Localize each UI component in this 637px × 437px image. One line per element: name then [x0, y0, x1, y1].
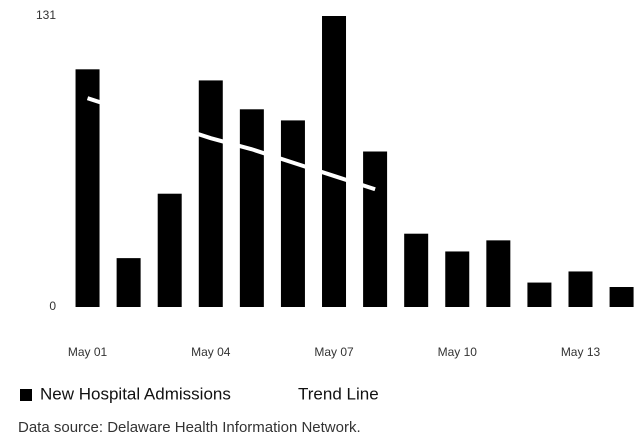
trend-line — [86, 96, 376, 192]
legend-swatch — [20, 389, 32, 401]
bar — [363, 151, 388, 307]
source-note: Data source: Delaware Health Information… — [18, 419, 361, 436]
bar — [568, 271, 593, 307]
x-tick-label: May 07 — [314, 345, 354, 359]
x-tick-label: May 01 — [68, 345, 108, 359]
bar — [116, 258, 141, 307]
bar — [280, 120, 305, 308]
bar — [486, 240, 511, 307]
y-tick-label: 0 — [49, 299, 56, 313]
bar — [527, 282, 552, 307]
bar — [404, 233, 429, 307]
x-tick-label: May 04 — [191, 345, 231, 359]
x-tick-label: May 13 — [561, 345, 601, 359]
legend-label: Trend Line — [298, 384, 379, 403]
bar — [609, 287, 634, 307]
legend-label: New Hospital Admissions — [40, 384, 231, 403]
y-tick-label: 131 — [36, 8, 56, 22]
bar — [239, 109, 264, 308]
bar — [157, 193, 182, 307]
bar — [445, 251, 470, 307]
bar — [322, 16, 347, 307]
bar — [75, 69, 100, 307]
bar — [198, 80, 223, 307]
x-tick-label: May 10 — [438, 345, 478, 359]
